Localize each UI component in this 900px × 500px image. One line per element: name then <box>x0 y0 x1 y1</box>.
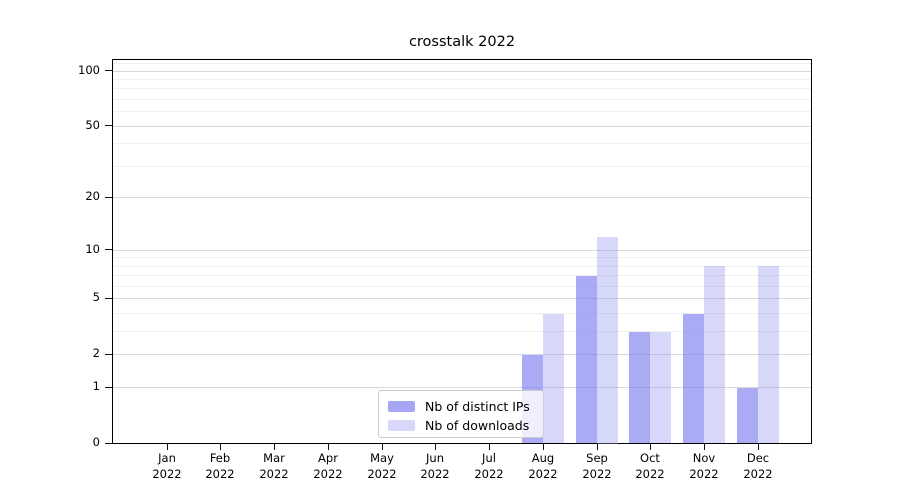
gridline-minor <box>113 275 811 276</box>
gridline-minor <box>113 88 811 89</box>
x-tick-mark <box>704 444 705 450</box>
gridline-major <box>113 354 811 355</box>
bar-downloads <box>704 266 725 444</box>
gridline-minor <box>113 257 811 258</box>
legend-swatch-distinct-ips <box>388 401 415 412</box>
y-tick-label: 1 <box>92 379 100 393</box>
bar-downloads <box>650 331 672 444</box>
x-tick-mark <box>328 444 329 450</box>
chart-title: crosstalk 2022 <box>408 34 516 50</box>
gridline-minor <box>113 99 811 100</box>
x-tick-mark <box>435 444 436 450</box>
x-tick-mark <box>758 444 759 450</box>
x-tick-mark <box>220 444 221 450</box>
x-tick-mark <box>167 444 168 450</box>
y-tick-mark <box>105 249 112 250</box>
x-tick-label: Aug 2022 <box>528 451 558 481</box>
gridline-major <box>113 298 811 299</box>
y-tick-label: 2 <box>92 346 100 360</box>
x-tick-label: May 2022 <box>367 451 397 481</box>
y-tick-label: 20 <box>85 189 100 203</box>
y-tick-label: 100 <box>78 63 100 77</box>
gridline-major <box>113 126 811 127</box>
x-tick-label: Jun 2022 <box>420 451 450 481</box>
y-tick-mark <box>105 443 112 444</box>
gridline-minor <box>113 79 811 80</box>
gridline-major <box>113 197 811 198</box>
y-tick-label: 5 <box>92 290 100 304</box>
y-tick-mark <box>105 387 112 388</box>
plot-area <box>112 59 812 444</box>
x-tick-label: Dec 2022 <box>743 451 773 481</box>
x-tick-mark <box>489 444 490 450</box>
bar-distinct-ips <box>575 275 597 444</box>
gridline-minor <box>113 313 811 314</box>
bar-distinct-ips <box>683 313 704 444</box>
bar-downloads <box>542 313 564 444</box>
y-tick-mark <box>105 354 112 355</box>
x-tick-label: Jul 2022 <box>474 451 504 481</box>
gridline-minor <box>113 63 811 64</box>
gridline-major <box>113 387 811 388</box>
x-tick-mark <box>597 444 598 450</box>
legend-label-downloads: Nb of downloads <box>425 418 530 433</box>
y-tick-mark <box>105 70 112 71</box>
x-tick-label: Mar 2022 <box>259 451 289 481</box>
gridline-minor <box>113 266 811 267</box>
x-tick-mark <box>543 444 544 450</box>
x-tick-mark <box>382 444 383 450</box>
x-tick-mark <box>274 444 275 450</box>
gridline-minor <box>113 331 811 332</box>
x-tick-label: Sep 2022 <box>582 451 612 481</box>
x-tick-mark <box>650 444 651 450</box>
legend-swatch-downloads <box>388 420 415 431</box>
y-tick-mark <box>105 298 112 299</box>
y-tick-label: 50 <box>85 118 100 132</box>
gridline-major <box>113 250 811 251</box>
x-tick-label: Apr 2022 <box>313 451 343 481</box>
y-tick-mark <box>105 197 112 198</box>
legend-item-distinct-ips: Nb of distinct IPs <box>388 398 534 415</box>
x-tick-label: Nov 2022 <box>689 451 719 481</box>
gridline-minor <box>113 286 811 287</box>
bar-distinct-ips <box>736 387 758 444</box>
y-tick-label: 10 <box>85 242 100 256</box>
gridline-minor <box>113 166 811 167</box>
legend-label-distinct-ips: Nb of distinct IPs <box>425 399 530 414</box>
y-tick-mark <box>105 125 112 126</box>
x-tick-label: Oct 2022 <box>635 451 665 481</box>
bar-downloads <box>757 266 779 444</box>
gridline-minor <box>113 111 811 112</box>
bar-downloads <box>596 236 618 444</box>
gridline-minor <box>113 143 811 144</box>
y-tick-label: 0 <box>92 435 100 449</box>
gridline-major <box>113 71 811 72</box>
x-tick-label: Feb 2022 <box>205 451 235 481</box>
legend-item-downloads: Nb of downloads <box>388 417 534 434</box>
legend: Nb of distinct IPs Nb of downloads <box>378 390 544 438</box>
bar-distinct-ips <box>629 331 651 444</box>
x-tick-label: Jan 2022 <box>152 451 182 481</box>
